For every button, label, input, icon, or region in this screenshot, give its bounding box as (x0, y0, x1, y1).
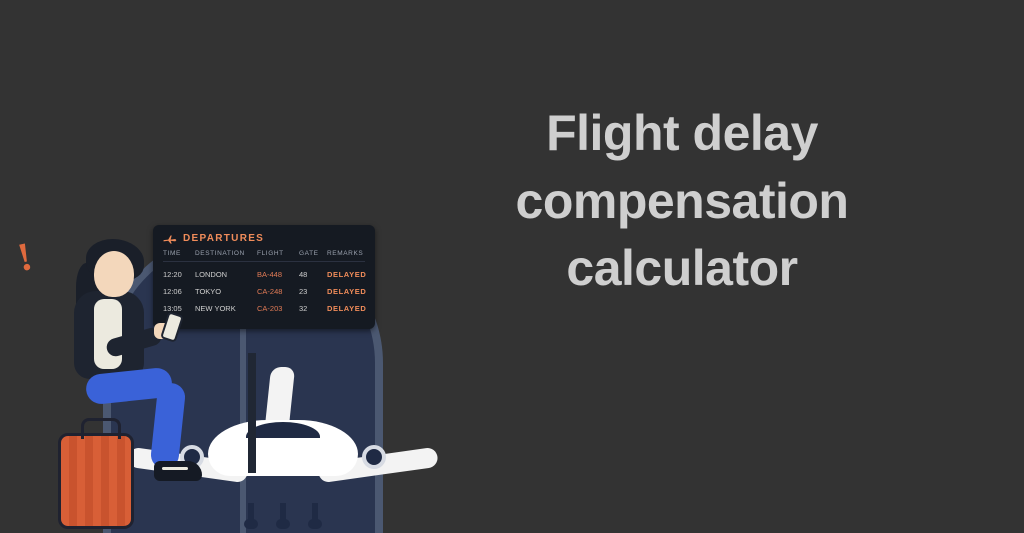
cell-gate: 48 (299, 270, 323, 279)
exclamation-icon: ! (13, 232, 36, 281)
hero-illustration: DEPARTURES TIME DESTINATION FLIGHT GATE … (18, 213, 408, 533)
cell-gate: 32 (299, 304, 323, 313)
col-gate: GATE (299, 250, 323, 257)
cell-gate: 23 (299, 287, 323, 296)
page-title: Flight delay compensation calculator (400, 100, 964, 303)
cell-flight: CA-203 (257, 304, 295, 313)
cell-flight: CA-248 (257, 287, 295, 296)
cell-remarks: DELAYED (327, 270, 366, 279)
col-flight: FLIGHT (257, 250, 295, 257)
traveller-icon (36, 233, 206, 463)
col-remarks: REMARKS (327, 250, 365, 257)
cell-remarks: DELAYED (327, 287, 366, 296)
cell-flight: BA-448 (257, 270, 295, 279)
phone-icon (160, 311, 184, 343)
board-pole (248, 353, 256, 473)
cell-remarks: DELAYED (327, 304, 366, 313)
